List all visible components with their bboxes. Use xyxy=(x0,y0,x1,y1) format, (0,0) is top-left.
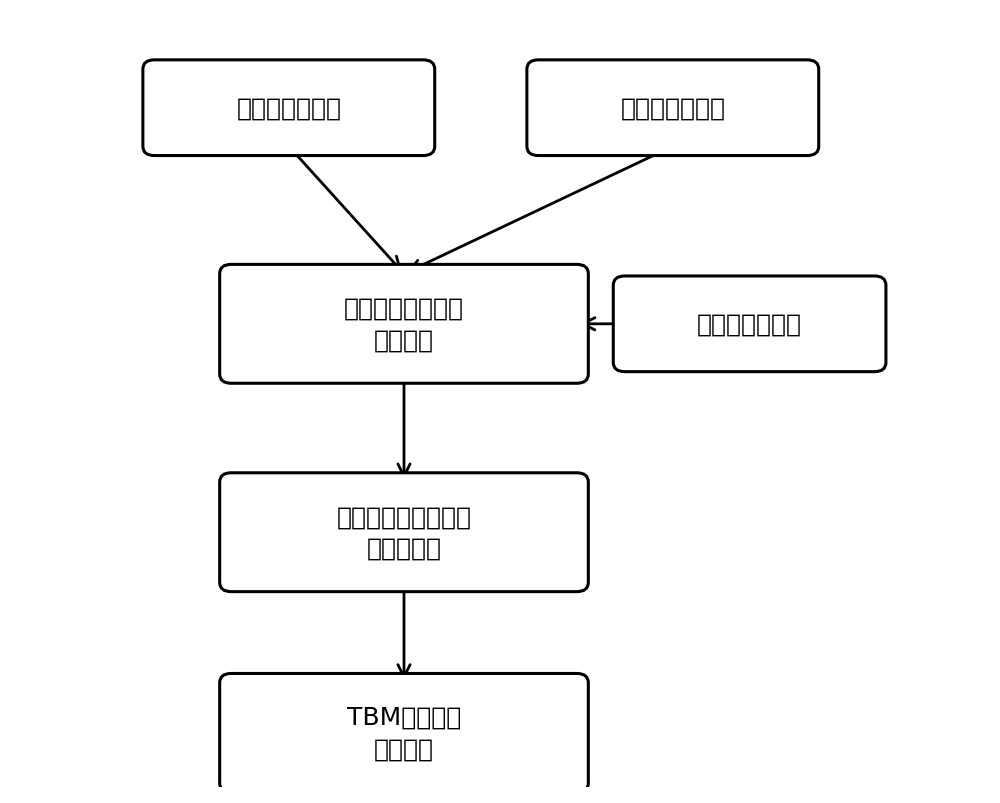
Text: TBM卡机风险
实时预警: TBM卡机风险 实时预警 xyxy=(347,705,461,760)
Text: 基于扭推比的卡机风
险评判标准: 基于扭推比的卡机风 险评判标准 xyxy=(336,505,472,560)
Text: 围岩状态数据库: 围岩状态数据库 xyxy=(236,96,341,120)
FancyBboxPatch shape xyxy=(527,61,819,157)
Text: 掘进状态数据库: 掘进状态数据库 xyxy=(697,312,802,336)
FancyBboxPatch shape xyxy=(220,473,588,592)
FancyBboxPatch shape xyxy=(220,674,588,793)
FancyBboxPatch shape xyxy=(143,61,435,157)
FancyBboxPatch shape xyxy=(613,276,886,373)
FancyBboxPatch shape xyxy=(220,265,588,384)
Text: 扭推比与围岩状态
对应关系: 扭推比与围岩状态 对应关系 xyxy=(344,296,464,353)
Text: 掘进参数数据库: 掘进参数数据库 xyxy=(620,96,725,120)
